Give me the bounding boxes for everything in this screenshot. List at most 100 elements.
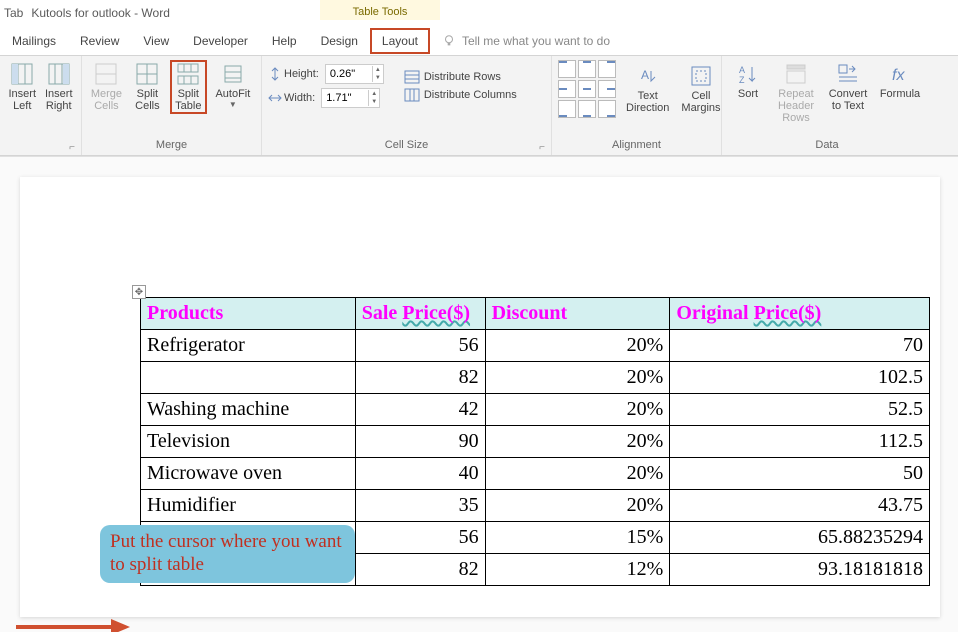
up-arrow-icon[interactable]: ▲: [373, 66, 383, 74]
cell-product[interactable]: Microwave oven: [141, 458, 356, 490]
height-icon: [268, 67, 282, 81]
cell-sale[interactable]: 40: [355, 458, 485, 490]
cell-sale[interactable]: 35: [355, 490, 485, 522]
header-sale-price[interactable]: Sale Price($): [355, 298, 485, 330]
cell-sale[interactable]: 56: [355, 522, 485, 554]
convert-text-button[interactable]: Convert to Text: [824, 60, 872, 114]
tab-help[interactable]: Help: [260, 28, 309, 54]
group-label-alignment: Alignment: [558, 139, 715, 153]
cell-sale[interactable]: 56: [355, 330, 485, 362]
sort-label: Sort: [738, 88, 758, 100]
table-row[interactable]: Washing machine4220%52.5: [141, 394, 930, 426]
cell-product[interactable]: Television: [141, 426, 356, 458]
cell-product[interactable]: [141, 362, 356, 394]
cell-margins-icon: [689, 64, 713, 88]
cell-original[interactable]: 93.18181818: [670, 554, 930, 586]
cell-discount[interactable]: 15%: [485, 522, 670, 554]
align-tc[interactable]: [578, 60, 596, 78]
cell-discount[interactable]: 20%: [485, 330, 670, 362]
cell-discount[interactable]: 12%: [485, 554, 670, 586]
tab-review[interactable]: Review: [68, 28, 131, 54]
align-ml[interactable]: [558, 80, 576, 98]
cell-product[interactable]: Humidifier: [141, 490, 356, 522]
repeat-header-icon: [784, 62, 808, 86]
cell-sale[interactable]: 82: [355, 362, 485, 394]
insert-left-button[interactable]: Insert Left: [6, 60, 39, 114]
insert-left-icon: [10, 62, 34, 86]
distribute-cols-button[interactable]: Distribute Columns: [404, 88, 517, 102]
instruction-callout: Put the cursor where you want to split t…: [100, 525, 355, 583]
contextual-tab-label: Table Tools: [320, 0, 440, 20]
text-direction-label: Text Direction: [626, 90, 669, 114]
merge-cells-button[interactable]: Merge Cells: [88, 60, 125, 114]
distribute-rows-button[interactable]: Distribute Rows: [404, 70, 517, 84]
header-products[interactable]: Products: [141, 298, 356, 330]
svg-text:Z: Z: [739, 75, 745, 85]
align-tl[interactable]: [558, 60, 576, 78]
table-row[interactable]: 8220%102.5: [141, 362, 930, 394]
cell-discount[interactable]: 20%: [485, 394, 670, 426]
autofit-icon: [221, 62, 245, 86]
table-row[interactable]: Humidifier3520%43.75: [141, 490, 930, 522]
height-spinner[interactable]: ▲▼: [325, 64, 384, 84]
sort-button[interactable]: AZ Sort: [728, 60, 768, 102]
width-label: Width:: [268, 91, 315, 105]
cell-sale[interactable]: 42: [355, 394, 485, 426]
align-mc[interactable]: [578, 80, 596, 98]
table-row[interactable]: Television9020%112.5: [141, 426, 930, 458]
title-bar: Tab Kutools for outlook - Word Table Too…: [0, 0, 958, 26]
cell-sale[interactable]: 90: [355, 426, 485, 458]
table-move-handle[interactable]: ✥: [132, 285, 146, 299]
cell-original[interactable]: 112.5: [670, 426, 930, 458]
convert-text-label: Convert to Text: [829, 88, 868, 112]
formula-button[interactable]: fx Formula: [876, 60, 924, 102]
cell-original[interactable]: 70: [670, 330, 930, 362]
align-bc[interactable]: [578, 100, 596, 118]
cell-discount[interactable]: 20%: [485, 426, 670, 458]
cell-sale[interactable]: 82: [355, 554, 485, 586]
cell-product[interactable]: Washing machine: [141, 394, 356, 426]
cell-discount[interactable]: 20%: [485, 458, 670, 490]
split-cells-button[interactable]: Split Cells: [129, 60, 166, 114]
align-bl[interactable]: [558, 100, 576, 118]
width-spinner[interactable]: ▲▼: [321, 88, 380, 108]
text-direction-button[interactable]: A Text Direction: [624, 62, 671, 116]
tell-me-text: Tell me what you want to do: [462, 34, 610, 48]
cell-discount[interactable]: 20%: [485, 362, 670, 394]
split-table-button[interactable]: Split Table: [170, 60, 207, 114]
repeat-header-button[interactable]: Repeat Header Rows: [772, 60, 820, 126]
up-arrow-icon[interactable]: ▲: [369, 90, 379, 98]
width-input[interactable]: [322, 92, 368, 104]
autofit-button[interactable]: AutoFit ▼: [211, 60, 255, 111]
align-br[interactable]: [598, 100, 616, 118]
header-discount[interactable]: Discount: [485, 298, 670, 330]
insert-right-button[interactable]: Insert Right: [43, 60, 76, 114]
cell-discount[interactable]: 20%: [485, 490, 670, 522]
cell-product[interactable]: Refrigerator: [141, 330, 356, 362]
tab-design[interactable]: Design: [309, 28, 370, 54]
cell-original[interactable]: 43.75: [670, 490, 930, 522]
align-tr[interactable]: [598, 60, 616, 78]
cell-original[interactable]: 52.5: [670, 394, 930, 426]
launcher-icon[interactable]: ⌐: [539, 142, 545, 153]
tab-mailings[interactable]: Mailings: [0, 28, 68, 54]
tab-developer[interactable]: Developer: [181, 28, 260, 54]
tab-view[interactable]: View: [131, 28, 181, 54]
tab-layout[interactable]: Layout: [370, 28, 430, 54]
cell-original[interactable]: 65.88235294: [670, 522, 930, 554]
table-row[interactable]: Refrigerator5620%70: [141, 330, 930, 362]
down-arrow-icon[interactable]: ▼: [369, 98, 379, 106]
cell-original[interactable]: 102.5: [670, 362, 930, 394]
header-original-price[interactable]: Original Price($): [670, 298, 930, 330]
down-arrow-icon[interactable]: ▼: [373, 74, 383, 82]
height-input[interactable]: [326, 68, 372, 80]
merge-cells-icon: [94, 62, 118, 86]
table-row[interactable]: Microwave oven4020%50: [141, 458, 930, 490]
launcher-icon[interactable]: ⌐: [69, 142, 75, 153]
split-cells-icon: [135, 62, 159, 86]
align-mr[interactable]: [598, 80, 616, 98]
cell-margins-label: Cell Margins: [681, 90, 720, 114]
cell-margins-button[interactable]: Cell Margins: [679, 62, 722, 116]
cell-original[interactable]: 50: [670, 458, 930, 490]
tell-me[interactable]: Tell me what you want to do: [442, 34, 610, 48]
